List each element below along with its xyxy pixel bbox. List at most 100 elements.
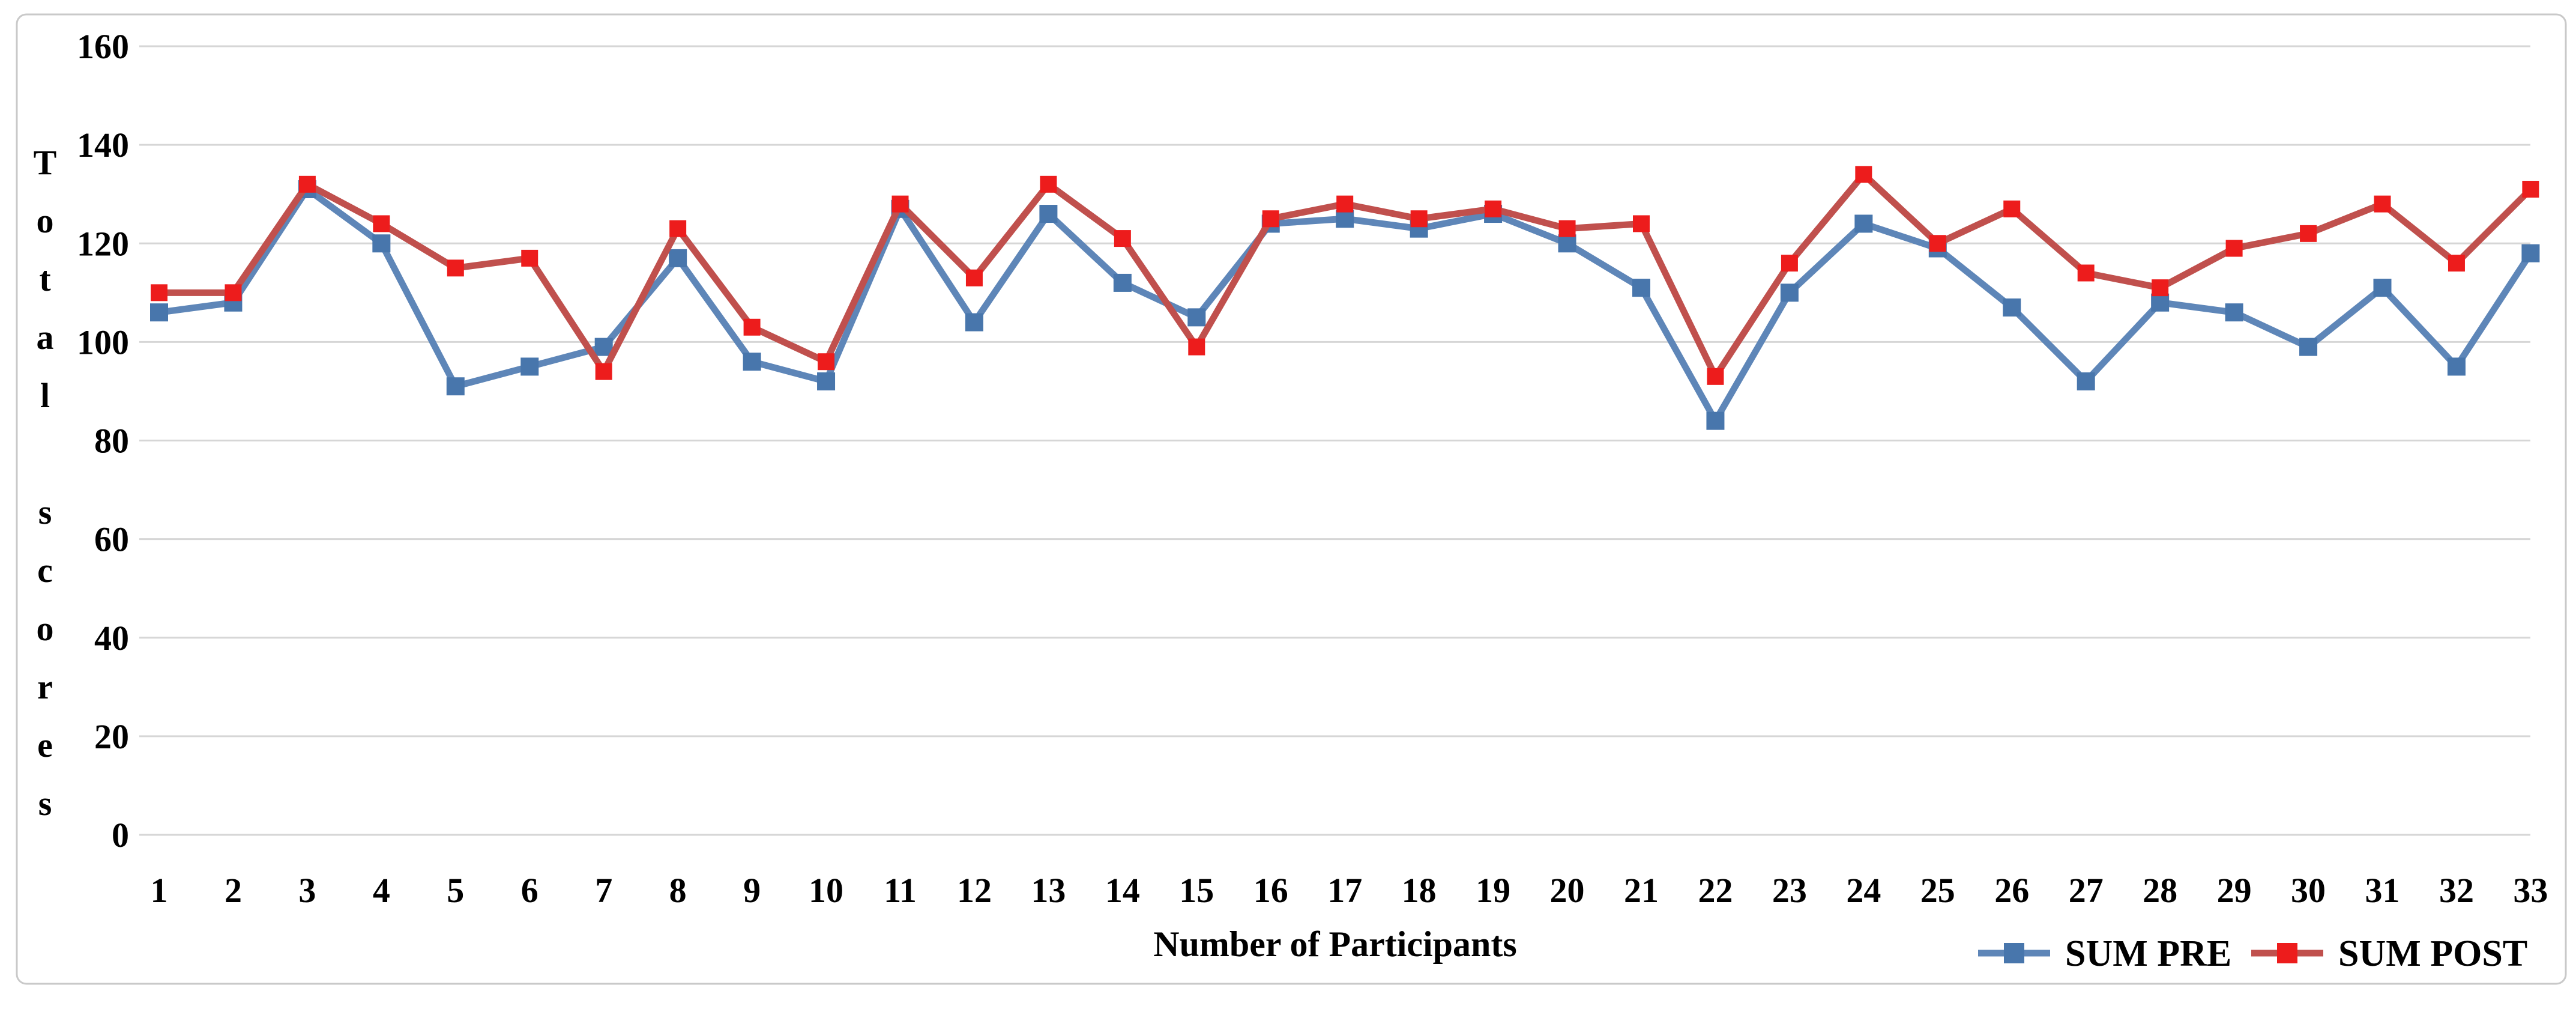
legend-sum-post-label: SUM POST [2338, 933, 2527, 974]
sum-pre-marker [743, 353, 761, 371]
sum-pre-marker [150, 303, 168, 322]
sum-pre-marker [1039, 205, 1058, 223]
y-tick-label: 120 [77, 224, 129, 263]
x-tick-label: 28 [2143, 871, 2177, 910]
y-axis-title-letter: s [38, 784, 52, 823]
sum-pre-marker [817, 372, 836, 391]
x-tick-label: 10 [809, 871, 843, 910]
sum-pre-marker [2225, 303, 2243, 322]
sum-post-marker [1336, 195, 1354, 213]
x-tick-label: 18 [1402, 871, 1437, 910]
sum-post-marker [225, 284, 242, 301]
sum-pre-marker [2299, 338, 2318, 356]
x-tick-label: 24 [1846, 871, 1881, 910]
x-tick-label: 1 [151, 871, 168, 910]
y-tick-label: 0 [112, 816, 129, 855]
sum-pre-marker [1706, 411, 1725, 430]
sum-pre-marker [669, 249, 687, 267]
sum-post-marker [1410, 210, 1428, 228]
x-tick-label: 2 [225, 871, 242, 910]
legend-sum-pre-label: SUM PRE [2065, 933, 2231, 974]
sum-post-marker [373, 215, 390, 232]
x-tick-label: 32 [2439, 871, 2474, 910]
x-tick-label: 7 [595, 871, 612, 910]
y-axis-title-letter: o [37, 609, 54, 648]
y-axis-title-letter: T [34, 143, 57, 182]
sum-post-marker [2003, 200, 2021, 217]
x-tick-label: 9 [743, 871, 761, 910]
sum-post-marker [1633, 215, 1650, 232]
x-tick-label: 15 [1179, 871, 1214, 910]
x-tick-label: 30 [2291, 871, 2326, 910]
sum-post-marker [2300, 225, 2317, 242]
x-tick-label: 33 [2513, 871, 2548, 910]
x-tick-label: 12 [957, 871, 992, 910]
sum-pre-marker [2151, 293, 2170, 312]
sum-pre-marker [2003, 298, 2021, 317]
sum-post-marker [2225, 240, 2243, 257]
sum-pre-marker [965, 313, 983, 332]
sum-pre-marker [1632, 279, 1650, 297]
x-tick-label: 8 [669, 871, 687, 910]
sum-post-marker [669, 220, 687, 237]
y-axis-title-letter: c [37, 551, 53, 590]
x-tick-label: 4 [373, 871, 390, 910]
y-axis-title-letter: a [37, 318, 54, 357]
sum-pre-marker [520, 357, 539, 376]
sum-pre-marker [2447, 357, 2466, 376]
legend-sum-pre-marker [2004, 943, 2024, 963]
sum-post-marker [521, 249, 538, 267]
sum-pre-marker [1336, 210, 1354, 228]
sum-pre-marker [1558, 234, 1576, 253]
x-tick-label: 25 [1920, 871, 1955, 910]
sum-post-marker [2374, 195, 2391, 213]
sum-pre-marker [372, 234, 391, 253]
y-tick-label: 60 [94, 520, 129, 559]
x-tick-label: 26 [1994, 871, 2029, 910]
x-axis-title: Number of Participants [1153, 924, 1517, 964]
y-tick-label: 80 [94, 422, 129, 461]
chart-frame [16, 13, 2567, 985]
x-tick-label: 29 [2217, 871, 2252, 910]
x-tick-label: 27 [2069, 871, 2104, 910]
x-tick-label: 11 [884, 871, 917, 910]
y-axis-title-letter: s [38, 492, 52, 532]
sum-post-marker [1558, 220, 1576, 237]
sum-post-marker [1707, 368, 1724, 385]
sum-post-marker [595, 363, 612, 380]
sum-pre-marker [1113, 273, 1132, 292]
sum-post-marker [1262, 210, 1279, 228]
x-tick-label: 6 [521, 871, 538, 910]
y-axis-title-letter: e [37, 726, 53, 765]
x-tick-label: 13 [1031, 871, 1066, 910]
sum-post-marker [891, 195, 909, 213]
sum-post-marker [1929, 235, 1946, 252]
y-tick-label: 40 [94, 619, 129, 658]
y-axis-title-letter: o [37, 201, 54, 240]
sum-post-marker [2522, 181, 2539, 198]
x-tick-label: 21 [1624, 871, 1659, 910]
sum-post-marker [2077, 264, 2095, 282]
x-tick-label: 14 [1105, 871, 1140, 910]
sum-post-marker [1188, 338, 1205, 356]
x-tick-label: 22 [1698, 871, 1733, 910]
sum-post-marker [818, 353, 835, 371]
sum-pre-marker [1187, 308, 1206, 327]
y-axis-title-letter: l [40, 376, 50, 415]
sum-post-marker [1485, 200, 1502, 217]
sum-pre-marker [2373, 279, 2392, 297]
y-tick-label: 100 [77, 323, 129, 362]
x-tick-label: 16 [1253, 871, 1288, 910]
sum-post-marker [965, 269, 983, 286]
sum-post-marker [298, 175, 316, 193]
x-tick-label: 31 [2365, 871, 2400, 910]
y-tick-label: 20 [94, 717, 129, 756]
sum-post-marker [2448, 255, 2465, 272]
sum-pre-marker [446, 377, 465, 396]
sum-post-marker [743, 318, 761, 336]
sum-post-marker [1855, 166, 1872, 183]
x-tick-label: 5 [447, 871, 464, 910]
sum-pre-marker [1780, 283, 1799, 302]
